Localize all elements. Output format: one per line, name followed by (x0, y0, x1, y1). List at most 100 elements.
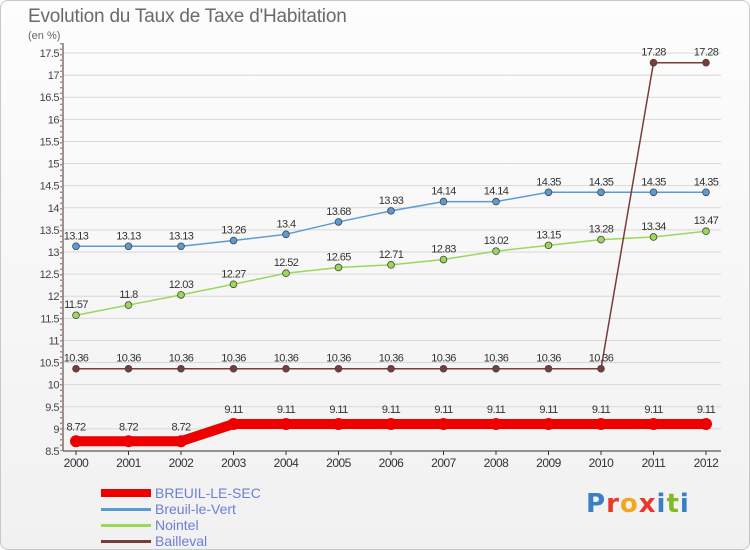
data-label: 10.36 (116, 353, 141, 365)
data-point (280, 418, 292, 431)
data-label: 13.4 (276, 218, 295, 230)
y-tick-label: 12.5 (40, 269, 60, 281)
data-label: 10.36 (431, 353, 456, 365)
data-point (72, 311, 80, 320)
legend-swatch (101, 508, 151, 511)
legend-swatch (101, 524, 151, 527)
y-tick-label: 16 (48, 114, 60, 126)
legend-label: Nointel (155, 517, 199, 533)
data-point (124, 301, 133, 309)
data-label: 17.28 (694, 47, 719, 59)
data-point (702, 58, 710, 67)
y-tick-label: 8.5 (45, 446, 59, 458)
data-point (282, 269, 290, 278)
data-point (334, 364, 343, 373)
data-point (282, 230, 290, 239)
y-tick-label: 9.5 (45, 402, 59, 414)
proxiti-logo: Proxiti (586, 489, 690, 519)
data-label: 10.36 (379, 353, 404, 365)
data-label: 10.36 (274, 353, 299, 365)
data-point (122, 435, 135, 448)
x-tick-label: 2004 (274, 456, 300, 470)
data-point (332, 418, 345, 431)
data-label: 11.57 (64, 299, 88, 311)
data-point (385, 418, 397, 431)
data-label: 13.68 (326, 206, 351, 218)
data-label: 14.14 (484, 186, 509, 198)
legend-swatch (101, 540, 151, 543)
y-tick-label: 15.5 (40, 136, 60, 148)
data-label: 10.36 (536, 353, 561, 365)
data-point (597, 188, 605, 197)
data-point (334, 263, 343, 272)
data-label: 13.13 (116, 230, 141, 242)
data-point (177, 364, 185, 373)
data-point (490, 418, 502, 431)
x-tick-label: 2003 (221, 456, 247, 470)
x-tick-label: 2000 (64, 456, 90, 470)
data-point (124, 242, 133, 251)
data-label: 14.35 (694, 176, 719, 188)
data-point (177, 291, 185, 299)
data-point (544, 241, 553, 250)
x-tick-label: 2001 (116, 456, 142, 470)
data-point (387, 261, 395, 269)
data-point (70, 435, 82, 448)
data-label: 10.36 (64, 353, 89, 365)
y-tick-label: 11 (49, 335, 60, 347)
x-tick-label: 2002 (169, 456, 195, 470)
data-label: 13.93 (379, 195, 404, 207)
data-label: 13.15 (536, 229, 561, 241)
data-label: 13.28 (589, 224, 614, 236)
data-point (124, 364, 133, 373)
x-tick-label: 2008 (484, 456, 510, 470)
x-tick-label: 2010 (589, 456, 615, 470)
data-label: 14.14 (431, 186, 456, 198)
chart-title: Evolution du Taux de Taxe d'Habitation (28, 6, 347, 27)
data-point (544, 364, 553, 373)
data-label: 12.27 (221, 268, 246, 280)
data-label: 12.83 (431, 244, 456, 256)
data-point (437, 418, 450, 431)
data-label: 9.11 (697, 404, 716, 416)
y-tick-label: 17 (48, 70, 60, 82)
data-label: 9.11 (592, 404, 611, 416)
data-point (387, 364, 395, 373)
y-tick-label: 10.5 (40, 358, 60, 370)
data-label: 13.26 (221, 225, 246, 237)
logo-letter: P (586, 489, 607, 519)
data-label: 9.11 (434, 404, 453, 416)
data-label: 13.13 (64, 230, 89, 242)
data-label: 14.35 (589, 176, 614, 188)
data-point (229, 364, 238, 373)
data-point (492, 197, 500, 206)
data-point (439, 197, 448, 206)
data-point (649, 233, 658, 241)
data-point (542, 418, 555, 431)
data-point (702, 227, 710, 236)
data-label: 8.72 (171, 421, 190, 433)
data-label: 10.36 (589, 353, 614, 365)
logo-letter: i (679, 489, 690, 519)
data-label: 9.11 (644, 404, 663, 416)
data-label: 10.36 (169, 353, 194, 365)
data-point (702, 188, 710, 197)
data-point (282, 364, 290, 373)
data-label: 13.34 (641, 221, 666, 233)
data-label: 14.35 (641, 176, 666, 188)
y-tick-label: 15 (48, 159, 60, 171)
data-label: 9.11 (539, 404, 558, 416)
data-label: 13.47 (694, 215, 719, 227)
data-point (334, 218, 343, 226)
data-point (647, 418, 660, 431)
data-point (229, 280, 238, 289)
logo-letter: t (666, 489, 680, 519)
legend-label: Bailleval (155, 533, 208, 549)
data-point (227, 418, 240, 431)
data-label: 8.72 (66, 421, 85, 433)
data-label: 9.11 (329, 404, 348, 416)
y-tick-label: 13.5 (40, 225, 60, 237)
data-label: 10.36 (326, 353, 351, 365)
